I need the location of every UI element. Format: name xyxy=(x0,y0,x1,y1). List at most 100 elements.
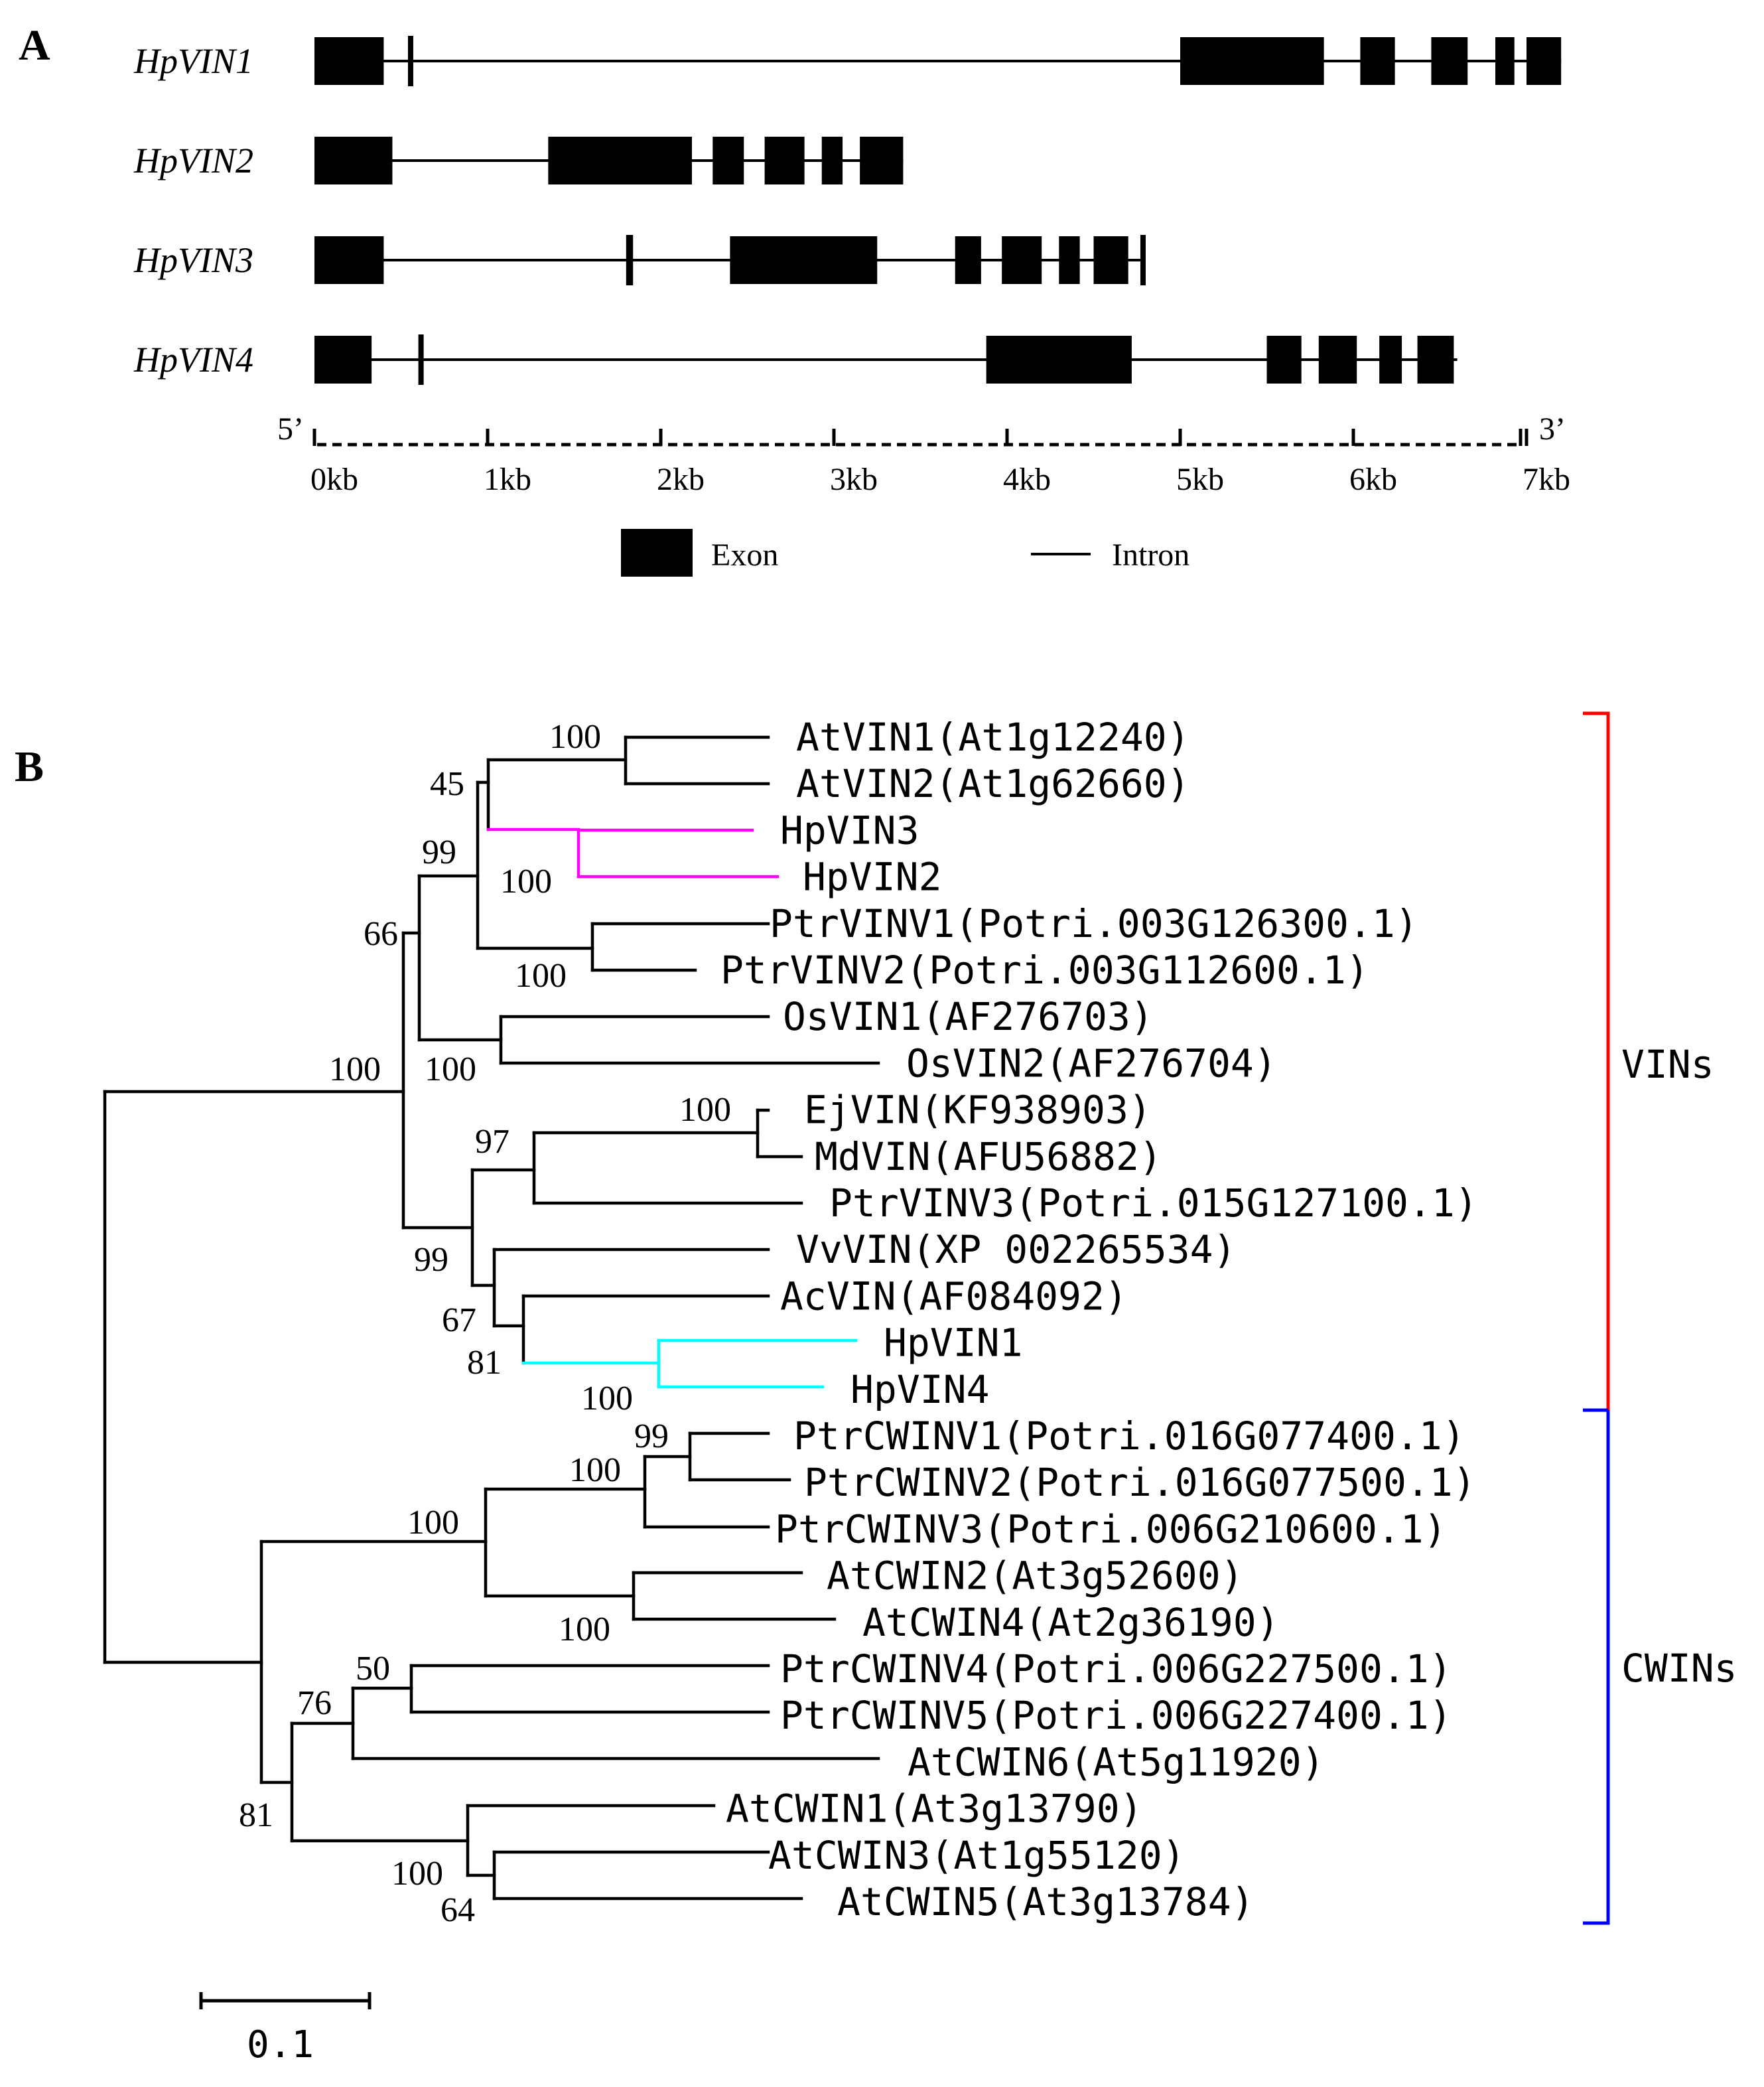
kb-scale-axis: 5’ 3’ 0kb 1kb 2kb 3kb 4kb 5kb 6kb 7kb xyxy=(277,411,1570,497)
panel-a-letter: A xyxy=(19,21,50,70)
bootstrap-value: 50 xyxy=(356,1650,390,1688)
exon-legend-label: Exon xyxy=(711,538,778,573)
intron-legend-label: Intron xyxy=(1112,538,1189,573)
gene-label: HpVIN3 xyxy=(133,240,253,280)
bootstrap-value: 100 xyxy=(329,1050,381,1088)
exon-block xyxy=(548,137,692,184)
tree-leaf-label: PtrCWINV5(Potri.006G227400.1) xyxy=(780,1693,1452,1738)
tree-leaf-label: AtCWIN1(At3g13790) xyxy=(726,1786,1143,1832)
scale-bar-line xyxy=(199,1992,372,2009)
three-prime-end-label: 3’ xyxy=(1539,411,1566,447)
bootstrap-value: 100 xyxy=(679,1091,731,1129)
bootstrap-value: 100 xyxy=(500,863,552,900)
exon-block xyxy=(821,137,843,184)
vins-bracket-line xyxy=(1583,711,1610,1410)
gene-row-hpvin4: HpVIN4 xyxy=(133,334,1458,385)
exon-block xyxy=(1379,336,1402,384)
tree-leaf-label: VvVIN(XP 002265534) xyxy=(796,1227,1236,1272)
bootstrap-value: 99 xyxy=(414,1241,448,1279)
gene-row-hpvin3: HpVIN3 xyxy=(133,235,1146,285)
kb-tick-label: 7kb xyxy=(1523,462,1570,497)
tree-leaf-label: PtrVINV1(Potri.003G126300.1) xyxy=(770,901,1418,946)
exon-block xyxy=(712,137,744,184)
panel-b-phylogenetic-tree: B AtVIN1(At1g12240)AtVIN2(At1g62660)HpVI… xyxy=(15,711,1737,2066)
gene-row-hpvin1: HpVIN1 xyxy=(133,36,1562,86)
tree-leaf-label: EjVIN(KF938903) xyxy=(804,1088,1152,1133)
tree-leaf-label: OsVIN2(AF276704) xyxy=(906,1041,1277,1086)
cwins-group-label: CWINs xyxy=(1621,1646,1737,1691)
exon-block xyxy=(1495,37,1515,85)
bootstrap-value: 100 xyxy=(549,718,601,756)
kb-tick-label: 6kb xyxy=(1349,462,1397,497)
kb-tick-label: 2kb xyxy=(657,462,705,497)
kb-tick-label: 3kb xyxy=(830,462,878,497)
bootstrap-value: 45 xyxy=(430,765,464,803)
exon-block xyxy=(314,37,384,85)
bootstrap-value: 100 xyxy=(581,1380,633,1417)
exon-block xyxy=(730,236,878,284)
gene-label: HpVIN4 xyxy=(133,340,253,380)
tree-branches xyxy=(103,735,880,1901)
bootstrap-value: 100 xyxy=(391,1855,443,1893)
panel-b-letter: B xyxy=(15,743,44,791)
tree-leaf-label: HpVIN3 xyxy=(780,808,919,853)
bootstrap-value: 81 xyxy=(467,1344,502,1382)
bootstrap-value: 99 xyxy=(634,1417,669,1455)
bootstrap-value: 99 xyxy=(422,833,456,871)
bootstrap-value: 100 xyxy=(407,1504,459,1542)
exon-block xyxy=(1059,236,1080,284)
exon-block xyxy=(1180,37,1324,85)
exon-block xyxy=(764,137,805,184)
kb-tick-label: 1kb xyxy=(484,462,531,497)
branch-length-scale-bar: 0.1 xyxy=(199,1992,372,2066)
tree-leaf-label: AtCWIN5(At3g13784) xyxy=(837,1879,1255,1924)
tree-leaf-label: OsVIN1(AF276703) xyxy=(783,994,1154,1039)
bootstrap-value: 64 xyxy=(441,1891,475,1929)
exon-block xyxy=(860,137,904,184)
bootstrap-value: 100 xyxy=(569,1451,621,1489)
exon-block xyxy=(1140,235,1146,285)
tree-leaf-label: AtCWIN6(At5g11920) xyxy=(908,1739,1325,1784)
bootstrap-value: 67 xyxy=(442,1301,476,1339)
gene-structure-legend: Exon Intron xyxy=(621,529,1189,577)
exon-block xyxy=(955,236,981,284)
tree-leaf-label: AcVIN(AF084092) xyxy=(780,1273,1128,1319)
exon-block xyxy=(314,137,393,184)
gene-row-hpvin2: HpVIN2 xyxy=(133,137,904,184)
bootstrap-value: 97 xyxy=(475,1123,509,1161)
tree-leaf-label: AtCWIN4(At2g36190) xyxy=(862,1600,1280,1645)
exon-block xyxy=(1318,336,1357,384)
tree-leaf-label: PtrCWINV3(Potri.006G210600.1) xyxy=(775,1506,1447,1551)
exon-block xyxy=(1527,37,1562,85)
kb-ticks: 0kb 1kb 2kb 3kb 4kb 5kb 6kb 7kb xyxy=(310,429,1570,497)
tree-leaf-label: PtrVINV2(Potri.003G112600.1) xyxy=(720,948,1369,993)
exon-block xyxy=(1417,336,1454,384)
bootstrap-value: 76 xyxy=(297,1684,332,1722)
kb-tick-label: 4kb xyxy=(1003,462,1051,497)
exon-block xyxy=(1002,236,1042,284)
bootstrap-value: 81 xyxy=(239,1796,273,1834)
exon-block xyxy=(314,336,372,384)
gene-label: HpVIN1 xyxy=(133,41,253,81)
exon-block xyxy=(418,334,424,385)
five-prime-end-label: 5’ xyxy=(277,411,304,447)
kb-tick-label: 0kb xyxy=(310,462,358,497)
bootstrap-value: 66 xyxy=(364,915,398,953)
tree-leaf-label: HpVIN2 xyxy=(803,855,942,900)
tree-leaf-label: PtrCWINV1(Potri.016G077400.1) xyxy=(793,1413,1465,1459)
cwins-bracket: CWINs xyxy=(1583,1408,1737,1925)
exon-block xyxy=(1266,336,1302,384)
bootstrap-value: 100 xyxy=(425,1050,476,1088)
tree-leaf-label: AtVIN2(At1g62660) xyxy=(796,761,1190,806)
exon-block xyxy=(1093,236,1128,284)
exon-block xyxy=(1431,37,1468,85)
exon-block xyxy=(407,36,413,86)
exon-legend-swatch xyxy=(621,529,693,577)
tree-leaf-label: PtrCWINV4(Potri.006G227500.1) xyxy=(780,1646,1452,1691)
vins-bracket: VINs xyxy=(1583,711,1714,1410)
scale-bar-label: 0.1 xyxy=(247,2023,314,2066)
exon-block xyxy=(314,236,384,284)
